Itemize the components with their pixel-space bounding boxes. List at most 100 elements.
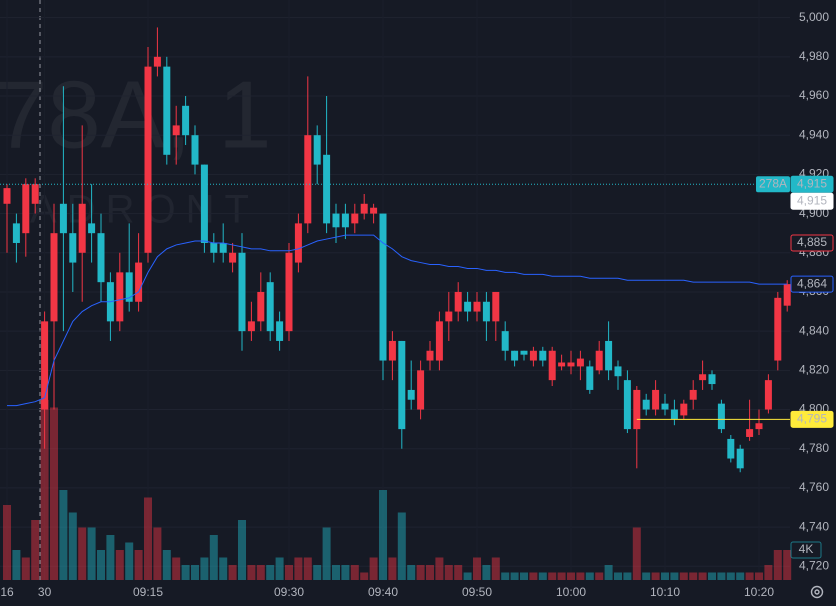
volume-bar [360, 572, 369, 580]
candle-body [191, 135, 199, 165]
vwap-line [7, 234, 788, 407]
y-tick-label: 4,820 [799, 363, 829, 377]
volume-bar [350, 565, 359, 580]
volume-bar [679, 572, 688, 580]
volume-bar [510, 572, 519, 580]
candle-body [88, 223, 96, 234]
volume-bar [12, 550, 21, 580]
candle-body [266, 282, 274, 332]
candle-body [727, 438, 735, 459]
volume-bar [247, 565, 256, 580]
price-tag-label: 4,885 [797, 235, 827, 249]
volume-bar [482, 565, 491, 580]
candle-body [50, 233, 58, 322]
volume-bar [614, 572, 622, 580]
volume-bar [585, 572, 594, 580]
candle-body [623, 380, 631, 430]
volume-bar [50, 407, 58, 580]
candle-body [746, 429, 754, 437]
volume-bar [285, 565, 293, 580]
x-tick-label: 09:50 [462, 585, 492, 599]
x-tick-label: 09:15 [133, 585, 163, 599]
candle-body [200, 164, 208, 243]
volume-bar [87, 527, 96, 580]
volume-bar [567, 572, 575, 580]
candle-body [285, 252, 293, 332]
volume-bar [78, 527, 87, 580]
candle-body [294, 223, 302, 263]
price-tag-name-box [756, 176, 790, 193]
candle-body [332, 213, 340, 228]
candle-body [163, 66, 171, 155]
volume-bar [435, 557, 444, 580]
volume-bar [200, 557, 209, 580]
candle-body [59, 203, 67, 234]
candle-body [633, 389, 641, 430]
price-tag [790, 410, 834, 428]
volume-bar [698, 572, 707, 580]
candle-body [736, 448, 744, 469]
candle-body [492, 291, 500, 322]
price-tag-name: 278A [759, 176, 787, 190]
volume-bar [322, 527, 331, 580]
candle-body [41, 321, 49, 410]
candle-body [360, 203, 368, 214]
candle-body [445, 311, 453, 322]
volume-bar [256, 565, 265, 580]
candle-body [153, 56, 161, 67]
volume-bar [238, 520, 246, 580]
candle-body [614, 366, 622, 377]
volume-bar [397, 512, 406, 580]
volume-bar [726, 572, 735, 580]
volume-bar [294, 557, 303, 580]
volume-bar [379, 490, 387, 580]
gear-outer [810, 585, 824, 599]
candle-body [548, 350, 556, 381]
volume-bar [209, 535, 218, 580]
volume-bar [755, 572, 763, 580]
price-tag [790, 275, 834, 293]
candle-body [605, 340, 613, 371]
volume-bar [266, 565, 275, 580]
x-tick-label: 10:20 [744, 585, 774, 599]
candle-body [670, 409, 678, 420]
y-tick-label: 5,000 [799, 10, 829, 24]
candle-body [783, 284, 791, 306]
price-tag [790, 234, 834, 252]
candle-body [407, 389, 415, 400]
volume-bar [172, 557, 181, 580]
price-tag-label: 4,915 [797, 176, 827, 190]
candle-body [529, 350, 537, 361]
candle-body [12, 223, 20, 243]
volume-bar [604, 565, 613, 580]
candle-body [135, 262, 143, 302]
candle-body [351, 213, 359, 224]
candle-body [116, 272, 124, 322]
volume-bar [388, 557, 397, 580]
volume-bar [444, 565, 453, 580]
settings-icon[interactable] [810, 585, 824, 599]
candle-body [755, 423, 763, 430]
time-axis [0, 580, 836, 606]
volume-bar [228, 565, 237, 580]
y-tick-label: 4,960 [799, 88, 829, 102]
volume-bar [670, 572, 679, 580]
y-tick-label: 4,760 [799, 480, 829, 494]
volume-bar [708, 572, 716, 580]
volume-bar [125, 542, 134, 580]
x-tick-label: 10:00 [556, 585, 586, 599]
candle-body [398, 340, 406, 430]
price-tag-label: 4,795 [797, 411, 827, 425]
volume-bar [689, 572, 698, 580]
candle-body [257, 291, 265, 322]
x-tick-label: 16 [0, 585, 14, 599]
candle-body [22, 184, 30, 234]
volume-bar [219, 557, 228, 580]
candle-body [652, 389, 660, 410]
volume-bar [764, 565, 773, 580]
candle-body [501, 331, 509, 351]
candle-body [388, 340, 396, 361]
volume-bar [501, 572, 510, 580]
